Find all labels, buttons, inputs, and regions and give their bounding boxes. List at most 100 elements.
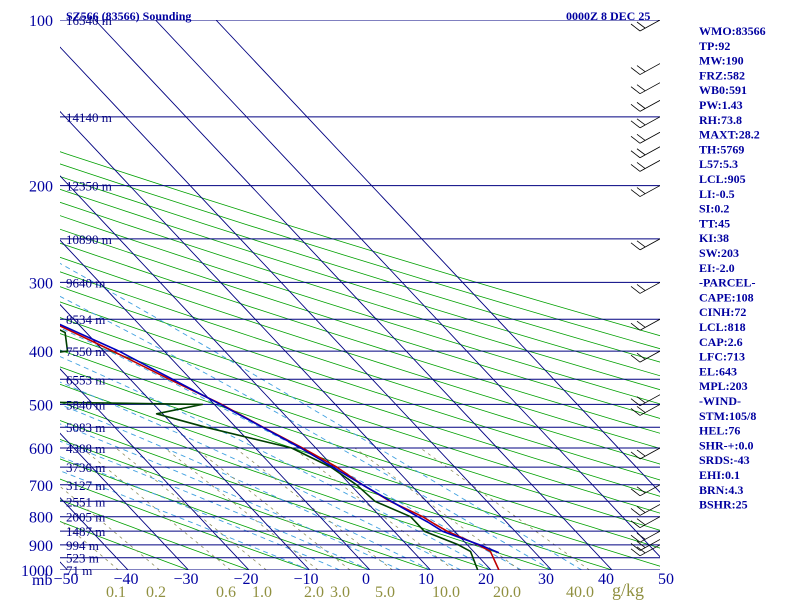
height-label: 1487 m [66, 524, 105, 539]
wind-barb [630, 238, 660, 251]
index-entry: LCL:818 [699, 320, 746, 334]
isotherm-line [94, 20, 613, 570]
wind-barb-staff [639, 350, 660, 363]
index-entry: BRN:4.3 [699, 483, 743, 497]
wind-barb-flag [630, 508, 641, 516]
temperature-tick-label: 50 [658, 571, 674, 588]
temperature-tick-label: −30 [173, 571, 198, 588]
wind-barb-staff [639, 20, 660, 32]
wind-barb-flag [636, 506, 646, 513]
wind-barb [630, 530, 660, 543]
wind-barb-flag [636, 118, 646, 126]
pressure-tick-label: 800 [29, 510, 53, 527]
wind-barb-flag [636, 133, 646, 141]
pressure-tick-label: 1000 [21, 563, 53, 580]
wind-barb-flag [636, 546, 646, 554]
index-entry: BSHR:25 [699, 498, 748, 512]
wind-barb-flag [636, 240, 646, 248]
wind-barb-flag [630, 488, 641, 497]
mixing-ratio-tick-label: 0.6 [216, 584, 236, 600]
wind-barb-flag [630, 354, 641, 363]
isotherm-line [60, 110, 492, 570]
wind-barb-flag [636, 541, 646, 548]
wind-barb-staff [639, 116, 660, 129]
wind-barb-staff [639, 238, 660, 251]
wind-barb-staff [639, 504, 660, 516]
wind-barb-staff [639, 63, 660, 75]
wind-barb-flag [636, 65, 646, 72]
height-label: 523 m [66, 551, 99, 566]
wind-barb-staff [639, 185, 660, 197]
mixing-ratio-tick-labels: 0.1 0.2 0.6 1.0 2.0 3.0 5.0 10.0 20.0 40.0 [106, 584, 594, 600]
wind-barb-staff [639, 539, 660, 551]
pressure-tick-label: 700 [29, 478, 53, 495]
isotherm-line [60, 175, 431, 570]
pressure-tick-label: 900 [29, 538, 53, 555]
wind-barb-flag [630, 548, 641, 557]
temperature-tick-label: −20 [233, 571, 258, 588]
wind-barb-staff [639, 82, 660, 95]
wind-barb [630, 100, 660, 112]
height-label: 5083 m [66, 420, 105, 435]
wind-barb [630, 394, 660, 407]
index-entry: MAXT:28.2 [699, 128, 760, 142]
mixing-ratio-line [115, 447, 267, 570]
wind-barb [630, 20, 660, 32]
wind-barb [630, 63, 660, 75]
index-entry: LFC:713 [699, 350, 745, 364]
pressure-tick-label: 400 [29, 344, 53, 361]
temperature-tick-label: 20 [478, 571, 494, 588]
wind-barb-flag [636, 162, 646, 169]
wind-barb-staff [639, 146, 660, 159]
wind-barb-flag [630, 164, 641, 172]
pressure-tick-label: 300 [29, 275, 53, 292]
index-entry: LI:-0.5 [699, 187, 735, 201]
index-entry: CAPE:108 [699, 290, 754, 304]
wind-barb-staff [639, 530, 660, 543]
wind-barb [630, 484, 660, 497]
wind-barb [630, 516, 660, 529]
height-label: 994 m [66, 538, 99, 553]
wind-barb-staff [639, 516, 660, 529]
wind-barb-flag [630, 520, 641, 529]
isotherm-line [60, 432, 189, 570]
temperature-tick-label: −50 [53, 571, 78, 588]
wind-barb-flag [630, 408, 641, 416]
wind-barb-flag [630, 534, 641, 543]
wind-barb-flag [630, 451, 641, 460]
index-entry: TT:45 [699, 216, 730, 230]
wind-barb-staff [639, 160, 660, 172]
wind-barb-staff [639, 447, 660, 460]
temperature-tick-label: −40 [113, 571, 138, 588]
temperature-tick-label: 30 [538, 571, 554, 588]
wind-barb [630, 146, 660, 159]
dewpoint-line [60, 329, 479, 570]
isotherm-line [60, 368, 250, 570]
index-entry: SRDS:-43 [699, 453, 750, 467]
index-entry: RH:73.8 [699, 113, 742, 127]
stability-indices-panel: WMO:83566TP:92MW:190FRZ:582WB0:591PW:1.4… [699, 24, 766, 512]
wind-barb-flag [636, 396, 646, 404]
wind-barb-flag [630, 398, 641, 406]
isotherm-line [155, 20, 660, 558]
isotherm-line [60, 303, 310, 570]
wind-barb-flag [630, 189, 641, 197]
wind-barb [630, 539, 660, 551]
mixing-ratio-tick-label: 3.0 [330, 584, 350, 600]
wind-barb-flag [636, 518, 646, 526]
index-entry: EL:643 [699, 364, 737, 378]
wind-barb-flag [630, 135, 641, 144]
wind-barb-flag [636, 406, 646, 413]
wind-barb-staff [639, 282, 660, 294]
index-entry: TH:5769 [699, 142, 744, 156]
wind-barb-staff [639, 394, 660, 407]
height-label: 2551 m [66, 494, 105, 509]
mixing-ratio-tick-label: 0.2 [146, 584, 166, 600]
index-entry: WB0:591 [699, 83, 747, 97]
wind-barb-flag [630, 67, 641, 75]
height-label: 4388 m [66, 441, 105, 456]
wind-barb [630, 160, 660, 172]
height-label: 2005 m [66, 510, 105, 525]
height-label: 6553 m [66, 372, 105, 387]
wind-barb-staff [639, 100, 660, 112]
